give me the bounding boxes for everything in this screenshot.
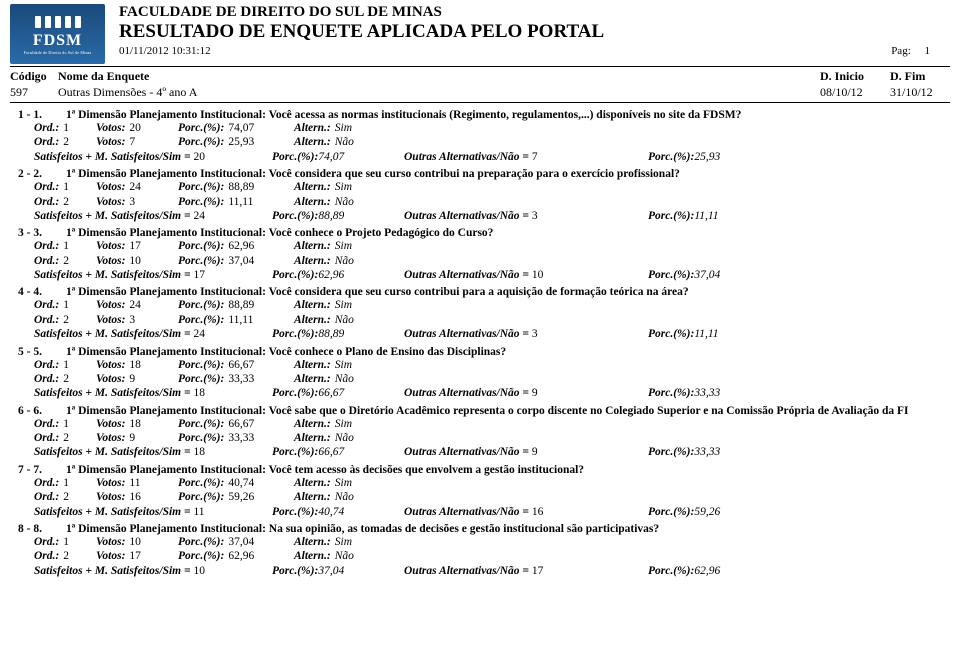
answer-row: Ord.:1Votos:10Porc.(%):37,04Altern.:Sim: [18, 535, 942, 549]
question-title: 6 - 6.1ª Dimensão Planejamento Instituci…: [18, 405, 942, 417]
title-block: FACULDADE DE DIREITO DO SUL DE MINAS RES…: [119, 4, 950, 57]
question-number: 1 - 1.: [18, 109, 66, 121]
question-title: 2 - 2.1ª Dimensão Planejamento Instituci…: [18, 168, 942, 180]
question-block: 5 - 5.1ª Dimensão Planejamento Instituci…: [18, 346, 942, 401]
enquete-row: 597 Outras Dimensões - 4º ano A 08/10/12…: [0, 85, 960, 100]
col-dfim: D. Fim: [890, 69, 950, 84]
answer-row: Ord.:2Votos:10Porc.(%):37,04Altern.:Não: [18, 254, 942, 268]
answer-row: Ord.:2Votos:9Porc.(%):33,33Altern.:Não: [18, 372, 942, 386]
question-text: 1ª Dimensão Planejamento Institucional: …: [66, 109, 741, 121]
question-text: 1ª Dimensão Planejamento Institucional: …: [66, 464, 584, 476]
header-separator: [10, 66, 950, 67]
col-dinicio: D. Inicio: [820, 69, 890, 84]
question-block: 8 - 8.1ª Dimensão Planejamento Instituci…: [18, 523, 942, 578]
question-text: 1ª Dimensão Planejamento Institucional: …: [66, 405, 908, 417]
question-title: 3 - 3.1ª Dimensão Planejamento Instituci…: [18, 227, 942, 239]
columns-header: Código Nome da Enquete D. Inicio D. Fim: [0, 69, 960, 84]
question-text: 1ª Dimensão Planejamento Institucional: …: [66, 346, 506, 358]
summary-row: Satisfeitos + M. Satisfeitos/Sim = 24Por…: [18, 209, 942, 223]
answer-row: Ord.:2Votos:16Porc.(%):59,26Altern.:Não: [18, 490, 942, 504]
answer-row: Ord.:2Votos:3Porc.(%):11,11Altern.:Não: [18, 313, 942, 327]
question-text: 1ª Dimensão Planejamento Institucional: …: [66, 286, 689, 298]
question-text: 1ª Dimensão Planejamento Institucional: …: [66, 168, 680, 180]
question-number: 3 - 3.: [18, 227, 66, 239]
question-block: 6 - 6.1ª Dimensão Planejamento Instituci…: [18, 405, 942, 460]
col-codigo: Código: [10, 69, 58, 84]
summary-row: Satisfeitos + M. Satisfeitos/Sim = 24Por…: [18, 327, 942, 341]
institution-title: FACULDADE DE DIREITO DO SUL DE MINAS: [119, 4, 950, 21]
answer-row: Ord.:1Votos:17Porc.(%):62,96Altern.:Sim: [18, 239, 942, 253]
logo-text: FDSM: [33, 32, 82, 50]
answer-row: Ord.:1Votos:18Porc.(%):66,67Altern.:Sim: [18, 358, 942, 372]
enquete-nome: Outras Dimensões - 4º ano A: [58, 85, 820, 100]
answer-row: Ord.:1Votos:20Porc.(%):74,07Altern.:Sim: [18, 121, 942, 135]
question-block: 4 - 4.1ª Dimensão Planejamento Instituci…: [18, 286, 942, 341]
page-header: FDSM Faculdade de Direito do Sul de Mina…: [0, 0, 960, 64]
logo-subtext: Faculdade de Direito do Sul de Minas: [24, 50, 92, 55]
summary-row: Satisfeitos + M. Satisfeitos/Sim = 17Por…: [18, 268, 942, 282]
enquete-codigo: 597: [10, 85, 58, 100]
question-block: 1 - 1.1ª Dimensão Planejamento Instituci…: [18, 109, 942, 164]
summary-row: Satisfeitos + M. Satisfeitos/Sim = 11Por…: [18, 505, 942, 519]
question-number: 2 - 2.: [18, 168, 66, 180]
question-title: 1 - 1.1ª Dimensão Planejamento Instituci…: [18, 109, 942, 121]
questions-section: 1 - 1.1ª Dimensão Planejamento Instituci…: [0, 109, 960, 578]
question-text: 1ª Dimensão Planejamento Institucional: …: [66, 227, 493, 239]
question-number: 6 - 6.: [18, 405, 66, 417]
answer-row: Ord.:1Votos:11Porc.(%):40,74Altern.:Sim: [18, 476, 942, 490]
answer-row: Ord.:1Votos:24Porc.(%):88,89Altern.:Sim: [18, 180, 942, 194]
question-title: 8 - 8.1ª Dimensão Planejamento Instituci…: [18, 523, 942, 535]
answer-row: Ord.:2Votos:9Porc.(%):33,33Altern.:Não: [18, 431, 942, 445]
answer-row: Ord.:1Votos:24Porc.(%):88,89Altern.:Sim: [18, 298, 942, 312]
fdsm-logo: FDSM Faculdade de Direito do Sul de Mina…: [10, 4, 105, 64]
summary-row: Satisfeitos + M. Satisfeitos/Sim = 18Por…: [18, 386, 942, 400]
question-number: 7 - 7.: [18, 464, 66, 476]
answer-row: Ord.:2Votos:3Porc.(%):11,11Altern.:Não: [18, 195, 942, 209]
question-block: 2 - 2.1ª Dimensão Planejamento Instituci…: [18, 168, 942, 223]
row-separator: [10, 102, 950, 103]
enquete-dfim: 31/10/12: [890, 85, 950, 100]
question-title: 5 - 5.1ª Dimensão Planejamento Instituci…: [18, 346, 942, 358]
summary-row: Satisfeitos + M. Satisfeitos/Sim = 10Por…: [18, 564, 942, 578]
page-indicator: Pag: 1: [891, 45, 930, 57]
answer-row: Ord.:2Votos:7Porc.(%):25,93Altern.:Não: [18, 135, 942, 149]
report-title: RESULTADO DE ENQUETE APLICADA PELO PORTA…: [119, 21, 950, 43]
answer-row: Ord.:2Votos:17Porc.(%):62,96Altern.:Não: [18, 549, 942, 563]
question-block: 7 - 7.1ª Dimensão Planejamento Instituci…: [18, 464, 942, 519]
question-title: 4 - 4.1ª Dimensão Planejamento Instituci…: [18, 286, 942, 298]
question-title: 7 - 7.1ª Dimensão Planejamento Instituci…: [18, 464, 942, 476]
question-block: 3 - 3.1ª Dimensão Planejamento Instituci…: [18, 227, 942, 282]
question-number: 4 - 4.: [18, 286, 66, 298]
question-number: 8 - 8.: [18, 523, 66, 535]
question-text: 1ª Dimensão Planejamento Institucional: …: [66, 523, 659, 535]
question-number: 5 - 5.: [18, 346, 66, 358]
timestamp: 01/11/2012 10:31:12: [119, 45, 211, 57]
summary-row: Satisfeitos + M. Satisfeitos/Sim = 20Por…: [18, 150, 942, 164]
answer-row: Ord.:1Votos:18Porc.(%):66,67Altern.:Sim: [18, 417, 942, 431]
pag-label: Pag:: [891, 45, 911, 57]
summary-row: Satisfeitos + M. Satisfeitos/Sim = 18Por…: [18, 445, 942, 459]
pag-value: 1: [925, 45, 931, 57]
enquete-dinicio: 08/10/12: [820, 85, 890, 100]
col-nome: Nome da Enquete: [58, 69, 820, 84]
